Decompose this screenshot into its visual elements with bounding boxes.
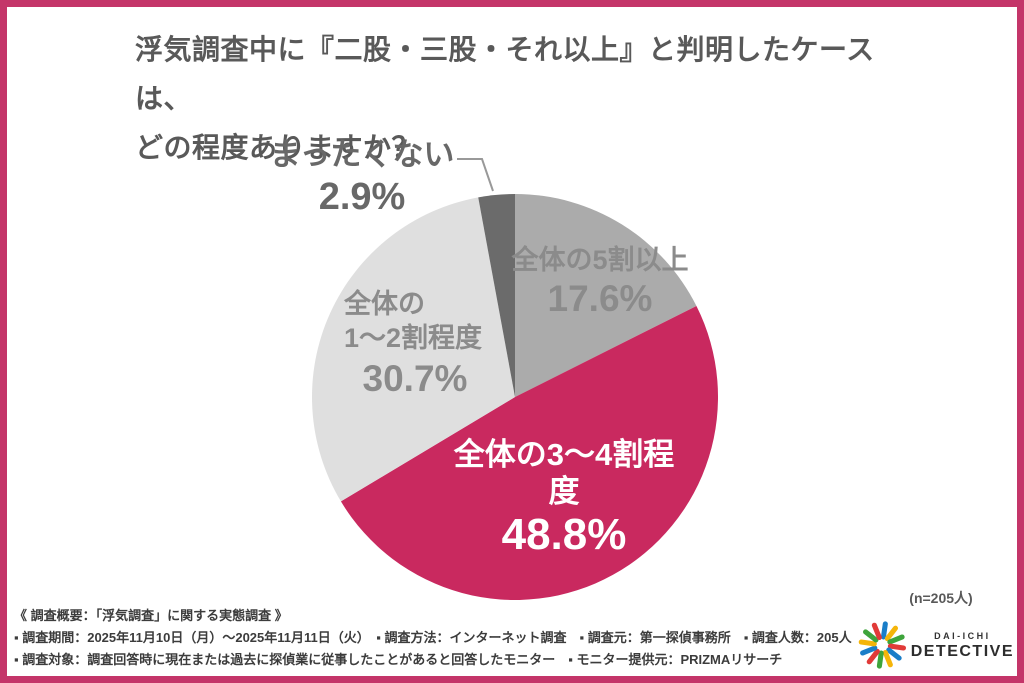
starburst-ray-6 bbox=[876, 650, 884, 669]
pie-label-three-four-name: 全体の3〜4割程度 bbox=[453, 437, 675, 509]
starburst-icon bbox=[858, 621, 906, 669]
starburst-ray-7 bbox=[866, 648, 880, 665]
pie-slice-0 bbox=[515, 194, 697, 397]
pie-label-none: まったくない 2.9% bbox=[262, 136, 462, 220]
pie-label-three-four-pct: 48.8% bbox=[501, 510, 627, 559]
pie-label-five-plus: 全体の5割以上 17.6% bbox=[495, 243, 705, 321]
brand-name-bottom: DETECTIVE bbox=[910, 642, 1014, 660]
starburst-ray-9 bbox=[858, 639, 877, 647]
chart-title: 浮気調査中に『二股・三股・それ以上』と判明したケースは、 どの程度ありますか？ bbox=[135, 25, 915, 172]
pie-label-five-plus-name: 全体の5割以上 bbox=[511, 245, 689, 275]
pie-label-three-four: 全体の3〜4割程度 48.8% bbox=[444, 436, 684, 560]
pie-slice-2 bbox=[312, 197, 515, 502]
survey-footer: 《 調査概要：「浮気調査」に関する実態調査 》 ▪ 調査期間：2025年11月1… bbox=[14, 605, 859, 671]
starburst-ray-10 bbox=[863, 629, 879, 643]
chart-title-line-2: どの程度ありますか？ bbox=[135, 132, 421, 163]
pie-label-one-two: 全体の 1〜2割程度 30.7% bbox=[344, 287, 486, 401]
starburst-ray-8 bbox=[860, 645, 878, 656]
sample-size-label: (n=205人) bbox=[909, 590, 973, 606]
chart-title-line-1: 浮気調査中に『二股・三股・それ以上』と判明したケースは、 bbox=[135, 34, 875, 114]
pie-slice-1 bbox=[340, 305, 718, 600]
pie-label-one-two-pct: 30.7% bbox=[362, 358, 468, 399]
footer-line-3: ▪ 調査対象：調査回答時に現在または過去に探偵業に従事したことがあると回答したモ… bbox=[14, 652, 783, 667]
starburst-ray-2 bbox=[887, 634, 905, 645]
starburst-ray-5 bbox=[882, 649, 893, 668]
footer-line-2: ▪ 調査期間：2025年11月10日（月）〜2025年11月11日（火） ▪ 調… bbox=[14, 630, 852, 645]
brand-name-top: DAI-ICHI bbox=[934, 630, 991, 641]
starburst-ray-0 bbox=[880, 621, 888, 640]
pie-label-none-name: まったくない bbox=[269, 137, 455, 172]
pie-slice-3 bbox=[478, 194, 515, 397]
starburst-ray-4 bbox=[886, 647, 902, 661]
starburst-ray-1 bbox=[884, 625, 899, 642]
starburst-ray-3 bbox=[887, 643, 906, 651]
pie-label-one-two-line2: 1〜2割程度 bbox=[344, 323, 483, 353]
starburst-ray-11 bbox=[871, 622, 882, 641]
footer-heading: 《 調査概要：「浮気調査」に関する実態調査 》 bbox=[14, 608, 288, 623]
brand-text: DAI-ICHI DETECTIVE bbox=[911, 630, 1014, 661]
brand-logo: DAI-ICHI DETECTIVE bbox=[858, 618, 1014, 672]
pie-label-one-two-line1: 全体の bbox=[344, 289, 425, 319]
pie-chart bbox=[312, 194, 718, 600]
pie-label-none-pct: 2.9% bbox=[318, 176, 406, 218]
pie-label-five-plus-pct: 17.6% bbox=[547, 278, 653, 319]
